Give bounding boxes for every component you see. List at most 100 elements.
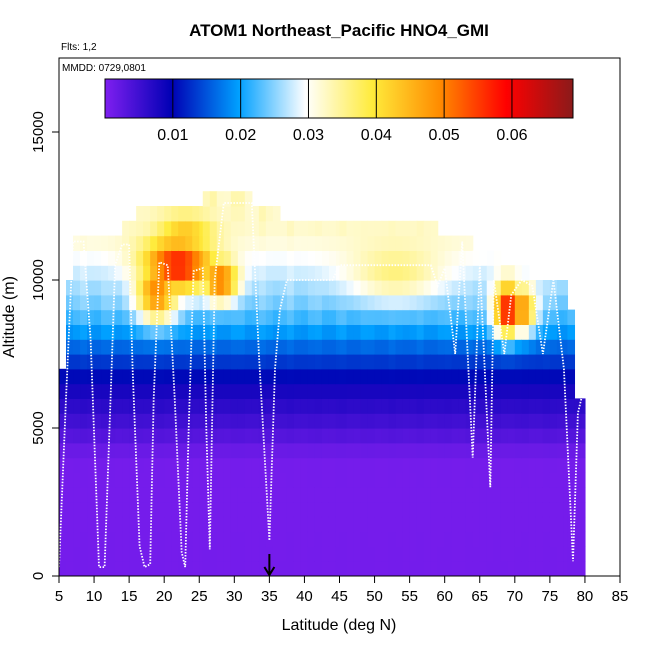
heatmap-cell (402, 516, 411, 533)
heatmap-cell (409, 354, 418, 370)
heatmap-cell (444, 383, 453, 399)
heatmap-cell (328, 265, 337, 281)
heatmap-cell (335, 265, 341, 281)
heatmap-cell (328, 398, 337, 414)
heatmap-cell (101, 531, 109, 547)
heatmap-cell (486, 502, 495, 518)
heatmap-cell (108, 250, 116, 266)
heatmap-cell (444, 457, 453, 473)
heatmap-cell (451, 457, 460, 473)
heatmap-cell (115, 280, 123, 296)
heatmap-cell (493, 265, 502, 281)
heatmap-cell (567, 398, 576, 414)
heatmap-cell (251, 516, 260, 533)
heatmap-cell (451, 442, 460, 459)
heatmap-cell (430, 265, 439, 281)
heatmap-cell (507, 339, 516, 355)
heatmap-cell (451, 413, 460, 429)
heatmap-cell (388, 531, 397, 547)
heatmap-cell (230, 250, 239, 266)
heatmap-cell (66, 354, 74, 370)
heatmap-cell (458, 561, 467, 576)
heatmap-cell (514, 413, 523, 429)
heatmap-cell (101, 487, 109, 503)
heatmap-cell (328, 309, 337, 325)
heatmap-cell (293, 428, 302, 444)
heatmap-cell (237, 191, 246, 207)
heatmap-cell (395, 250, 404, 266)
heatmap-cell (542, 413, 551, 429)
heatmap-cell (500, 472, 509, 488)
heatmap-cell (80, 368, 88, 385)
heatmap-cell (556, 398, 565, 414)
heatmap-cell (223, 309, 232, 325)
heatmap-cell (353, 516, 362, 533)
x-tick-label: 55 (401, 588, 418, 605)
heatmap-cell (409, 487, 418, 503)
heatmap-cell (486, 324, 495, 340)
heatmap-cell (542, 428, 551, 444)
heatmap-cell (346, 383, 355, 399)
heatmap-cell (178, 502, 186, 518)
heatmap-cell (395, 265, 404, 281)
heatmap-cell (94, 294, 102, 311)
heatmap-cell (444, 413, 453, 429)
heatmap-cell (279, 368, 288, 385)
heatmap-cell (367, 561, 376, 576)
heatmap-cell (209, 368, 218, 385)
heatmap-cell (122, 280, 130, 296)
heatmap-cell (328, 368, 337, 385)
heatmap-cell (528, 531, 537, 547)
heatmap-cell (101, 472, 109, 488)
heatmap-cell (223, 368, 232, 385)
heatmap-cell (444, 324, 453, 340)
heatmap-cell (535, 561, 544, 576)
heatmap-cell (314, 516, 323, 533)
heatmap-cell (451, 235, 460, 251)
heatmap-cell (360, 383, 369, 399)
heatmap-cell (535, 324, 544, 340)
heatmap-cell (286, 250, 295, 266)
heatmap-cell (150, 457, 158, 473)
heatmap-cell (563, 531, 569, 547)
heatmap-cell (535, 531, 544, 547)
heatmap-cell (122, 442, 130, 459)
heatmap-cell (122, 339, 130, 355)
heatmap-cell (395, 294, 404, 311)
heatmap-cell (409, 383, 418, 399)
heatmap-cell (472, 383, 481, 399)
heatmap-cell (493, 442, 502, 459)
heatmap-cell (251, 250, 260, 266)
heatmap-cell (367, 442, 376, 459)
heatmap-cell (286, 294, 295, 311)
heatmap-cell (486, 516, 495, 533)
heatmap-cell (244, 457, 253, 473)
heatmap-cell (122, 398, 130, 414)
heatmap-cell (199, 561, 204, 576)
heatmap-cell (314, 294, 323, 311)
heatmap-cell (230, 206, 239, 222)
heatmap-cell (293, 457, 302, 473)
heatmap-cell (423, 354, 432, 370)
heatmap-cell (216, 250, 225, 266)
heatmap-cell (528, 487, 537, 503)
heatmap-cell (353, 398, 362, 414)
heatmap-cell (237, 428, 246, 444)
heatmap-cell (192, 472, 200, 488)
heatmap-cell (122, 561, 130, 576)
heatmap-cell (143, 339, 151, 355)
heatmap-cell (346, 457, 355, 473)
heatmap-cell (528, 442, 537, 459)
heatmap-cell (367, 354, 376, 370)
heatmap-cell (192, 428, 200, 444)
heatmap-cell (472, 265, 481, 281)
heatmap-cell (528, 294, 537, 311)
heatmap-cell (73, 516, 81, 533)
heatmap-cell (178, 531, 186, 547)
heatmap-cell (346, 413, 355, 429)
heatmap-cell (500, 339, 509, 355)
heatmap-cell (388, 457, 397, 473)
heatmap-cell (549, 442, 558, 459)
heatmap-cell (444, 531, 453, 547)
heatmap-cell (353, 294, 362, 311)
